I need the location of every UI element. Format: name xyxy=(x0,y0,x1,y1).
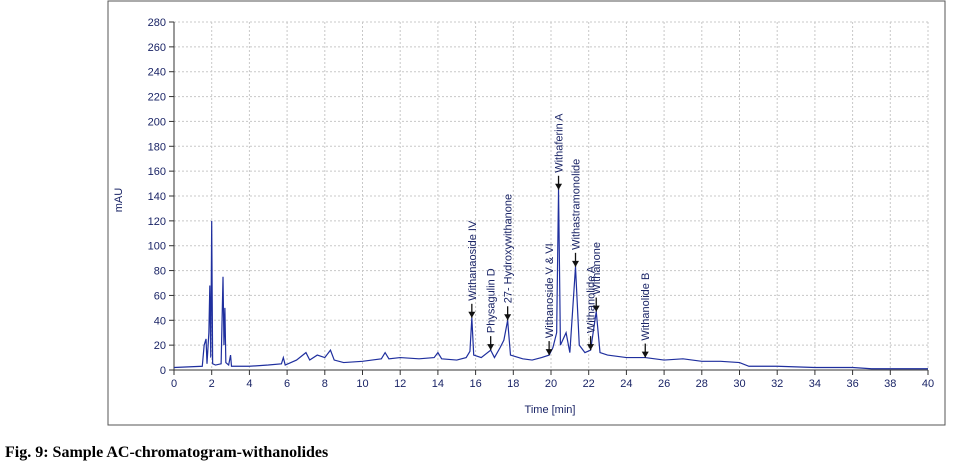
y-tick-label: 0 xyxy=(160,365,166,377)
x-tick-label: 22 xyxy=(583,378,595,390)
x-tick-label: 34 xyxy=(809,378,821,390)
annotation-label: Withanolide A xyxy=(586,265,598,333)
x-tick-label: 40 xyxy=(922,378,934,390)
x-tick-label: 12 xyxy=(394,378,406,390)
x-tick-label: 4 xyxy=(246,378,252,390)
x-tick-label: 8 xyxy=(322,378,328,390)
x-tick-label: 38 xyxy=(884,378,896,390)
arrow-head xyxy=(468,311,476,318)
x-tick-label: 2 xyxy=(209,378,215,390)
y-tick-label: 100 xyxy=(148,241,166,253)
arrow-head xyxy=(572,260,580,267)
caption: Fig. 9: Sample AC-chromatogram-withanoli… xyxy=(5,444,328,461)
x-tick-label: 24 xyxy=(620,378,632,390)
y-tick-label: 180 xyxy=(148,141,166,153)
y-tick-label: 140 xyxy=(148,191,166,203)
y-tick-label: 20 xyxy=(154,340,166,352)
x-axis-label: Time [min] xyxy=(525,404,576,416)
y-tick-label: 260 xyxy=(148,42,166,54)
annotation-label: Physagulin D xyxy=(486,268,498,333)
frame xyxy=(107,0,946,426)
x-tick-label: 0 xyxy=(171,378,177,390)
annotation-label: 27- Hydroxywithanone xyxy=(503,194,515,303)
y-tick-label: 220 xyxy=(148,92,166,104)
annotation-label: Withaferin A xyxy=(554,113,566,173)
y-axis-label: mAU xyxy=(113,188,125,213)
y-tick-label: 80 xyxy=(154,266,166,278)
y-tick-label: 240 xyxy=(148,67,166,79)
y-tick-label: 40 xyxy=(154,315,166,327)
y-tick-label: 200 xyxy=(148,116,166,128)
x-tick-label: 18 xyxy=(507,378,519,390)
arrow-head xyxy=(641,351,649,358)
arrow-head xyxy=(555,183,563,190)
annotation-label: Withastramonolide xyxy=(571,159,583,250)
x-tick-label: 6 xyxy=(284,378,290,390)
x-tick-label: 14 xyxy=(432,378,444,390)
x-tick-label: 30 xyxy=(733,378,745,390)
x-tick-label: 10 xyxy=(356,378,368,390)
y-tick-label: 60 xyxy=(154,290,166,302)
x-tick-label: 16 xyxy=(469,378,481,390)
x-tick-label: 26 xyxy=(658,378,670,390)
x-tick-label: 32 xyxy=(771,378,783,390)
y-tick-label: 280 xyxy=(148,17,166,29)
x-tick-label: 36 xyxy=(846,378,858,390)
arrow-head xyxy=(592,305,600,312)
annotation-label: Withanaoside IV xyxy=(467,220,479,301)
trace xyxy=(173,189,928,370)
annotation-label: Withanoside V & VI xyxy=(544,243,556,338)
annotation-label: Withanone xyxy=(591,242,603,295)
x-tick-label: 28 xyxy=(696,378,708,390)
y-tick-label: 120 xyxy=(148,216,166,228)
annotation-label: Withanolide B xyxy=(640,273,652,341)
arrow-head xyxy=(545,349,553,356)
arrow-head xyxy=(587,344,595,351)
arrow-head xyxy=(487,344,495,351)
x-tick-label: 20 xyxy=(545,378,557,390)
y-tick-label: 160 xyxy=(148,166,166,178)
arrow-head xyxy=(504,314,512,321)
